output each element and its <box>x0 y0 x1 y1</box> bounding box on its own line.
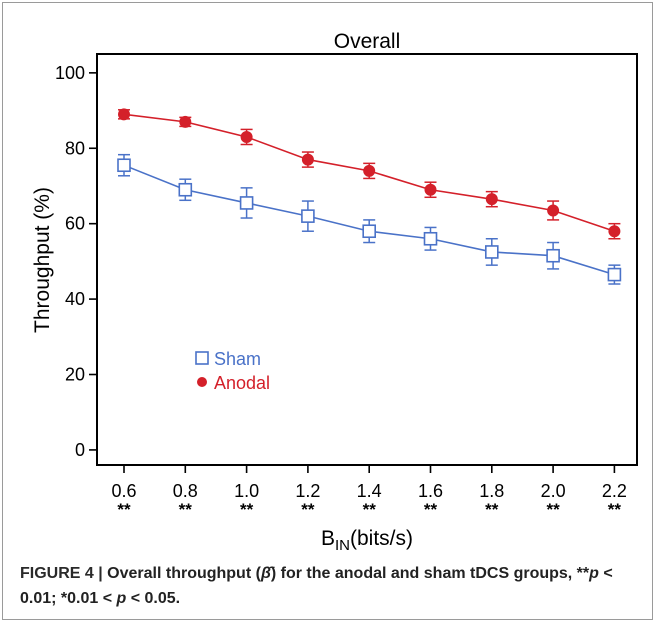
x-tick-label: 1.4 <box>357 481 382 501</box>
throughput-chart: Overall Throughput (%) BIN(bits/s) 0 20 40… <box>31 30 638 554</box>
data-point-sham <box>178 182 193 197</box>
figure-caption: FIGURE 4 | Overall throughput (β̄) for t… <box>20 561 620 611</box>
significance-marker: ** <box>240 500 254 519</box>
significance-marker: ** <box>117 500 131 519</box>
caption-text-1: Overall throughput ( <box>107 565 261 582</box>
data-point-anodal <box>118 108 130 121</box>
y-tick-label: 20 <box>65 365 85 385</box>
x-tick-label: 1.6 <box>418 481 443 501</box>
x-tick-label: 2.0 <box>541 481 566 501</box>
data-point-sham <box>607 267 622 282</box>
x-tick-label: 0.8 <box>173 481 198 501</box>
data-point-anodal <box>179 115 192 128</box>
legend: Sham Anodal <box>195 349 270 393</box>
x-axis-label-units: (bits/s) <box>350 527 413 550</box>
data-point-anodal <box>424 183 437 196</box>
series-layer <box>117 108 622 285</box>
caption-text-4: < 0.05. <box>126 590 181 607</box>
data-point-anodal <box>363 164 376 177</box>
x-tick-label: 1.2 <box>295 481 320 501</box>
significance-marker: ** <box>608 500 622 519</box>
x-tick-label: 0.6 <box>111 481 136 501</box>
x-tick-label: 1.8 <box>479 481 504 501</box>
caption-text-3: < 0.01; *0.01 < <box>20 565 613 607</box>
significance-marker: ** <box>301 500 315 519</box>
legend-label-sham: Sham <box>214 349 261 369</box>
caption-label: FIGURE 4 | <box>20 565 108 582</box>
significance-marker: ** <box>363 500 377 519</box>
caption-text-2: ) for the anodal and sham tDCS groups, *… <box>270 565 590 582</box>
data-point-anodal <box>301 153 314 166</box>
y-tick-label: 80 <box>65 138 85 158</box>
data-point-anodal <box>485 193 498 206</box>
y-tick-label: 100 <box>55 63 85 83</box>
caption-beta: β̄ <box>260 565 271 582</box>
data-point-sham <box>239 196 254 210</box>
legend-label-anodal: Anodal <box>214 373 270 393</box>
data-point-sham <box>117 158 131 173</box>
significance-marker: ** <box>424 500 438 519</box>
x-tick-label: 1.0 <box>234 481 259 501</box>
legend-marker-sham <box>195 351 209 365</box>
y-axis-ticks: 0 20 40 60 80 100 <box>55 63 97 460</box>
x-tick-label: 2.2 <box>602 481 627 501</box>
y-tick-label: 60 <box>65 214 85 234</box>
significance-marker: ** <box>179 500 193 519</box>
x-axis-label-sub: IN <box>335 537 350 554</box>
x-axis-label: BIN(bits/s) <box>321 527 413 554</box>
x-axis-label-main: B <box>321 527 335 550</box>
chart-title: Overall <box>334 30 401 53</box>
data-point-sham <box>423 231 438 246</box>
data-point-anodal <box>608 225 621 238</box>
data-point-sham <box>546 248 560 263</box>
x-axis-ticks: 0.6**0.8**1.0**1.2**1.4**1.6**1.8**2.0**… <box>111 465 627 519</box>
y-axis-label: Throughput (%) <box>31 187 54 333</box>
significance-marker: ** <box>485 500 499 519</box>
data-point-anodal <box>547 204 560 217</box>
caption-p1: p <box>589 565 599 582</box>
y-tick-label: 40 <box>65 289 85 309</box>
data-point-sham <box>362 224 377 239</box>
caption-p2: p <box>116 590 127 607</box>
data-point-anodal <box>240 130 253 143</box>
data-point-sham <box>301 209 315 223</box>
data-point-sham <box>484 245 499 259</box>
legend-marker-anodal <box>197 377 207 387</box>
significance-marker: ** <box>546 500 560 519</box>
y-tick-label: 0 <box>75 440 85 460</box>
